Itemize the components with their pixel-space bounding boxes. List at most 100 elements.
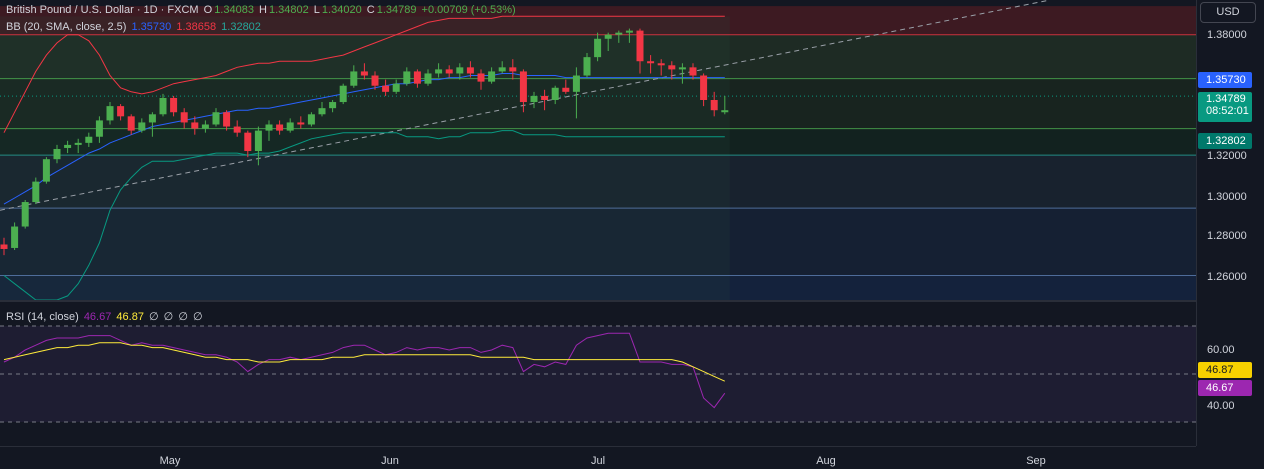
candle-body bbox=[350, 71, 358, 86]
close-label: C bbox=[366, 4, 375, 16]
candle-body bbox=[307, 114, 315, 125]
candle-body bbox=[403, 71, 411, 84]
low-label: L bbox=[313, 4, 320, 16]
currency-button[interactable]: USD bbox=[1200, 2, 1256, 23]
candle bbox=[265, 120, 273, 141]
candle bbox=[233, 120, 241, 137]
bb-lower-value: 1.32802 bbox=[221, 21, 261, 33]
candle-body bbox=[297, 122, 305, 125]
channel-fill bbox=[0, 16, 730, 300]
candle-body bbox=[625, 30, 633, 33]
last-price-tag: 1.34789 08:52:01 bbox=[1198, 92, 1252, 122]
candle bbox=[477, 69, 485, 90]
rsi-chart-svg[interactable] bbox=[0, 302, 1196, 446]
time-axis[interactable]: May Jun Jul Aug Sep bbox=[0, 446, 1196, 469]
rsi-ma-tag: 46.87 bbox=[1198, 362, 1252, 378]
pane-divider[interactable] bbox=[0, 300, 1196, 302]
candle bbox=[456, 63, 464, 80]
time-label-may: May bbox=[159, 455, 181, 467]
bb-legend[interactable]: BB (20, SMA, close, 2.5) 1.35730 1.38658… bbox=[6, 21, 263, 33]
candle-body bbox=[551, 87, 559, 100]
price-tick: 1.38000 bbox=[1207, 29, 1247, 41]
rsi-tag: 46.67 bbox=[1198, 380, 1252, 396]
high-value: 1.34802 bbox=[268, 4, 309, 16]
price-zone bbox=[0, 275, 1196, 300]
candle bbox=[392, 79, 400, 94]
candle bbox=[42, 157, 50, 184]
candle bbox=[117, 104, 125, 121]
candle bbox=[254, 126, 262, 166]
candle bbox=[424, 69, 432, 86]
candle-body bbox=[11, 226, 19, 248]
price-chart-svg[interactable] bbox=[0, 0, 1196, 301]
candle-body bbox=[657, 63, 665, 66]
price-zone bbox=[0, 208, 1196, 276]
candle-body bbox=[339, 85, 347, 103]
candle-body bbox=[329, 102, 337, 109]
open-value: 1.34083 bbox=[214, 4, 254, 16]
candle-body bbox=[530, 95, 538, 103]
candle bbox=[498, 61, 506, 74]
bb-lower-line bbox=[3, 130, 725, 301]
candle-body bbox=[456, 67, 464, 74]
candle-body bbox=[318, 108, 326, 115]
candle-body bbox=[32, 181, 40, 203]
bb-upper-line bbox=[3, 15, 725, 133]
symbol-legend: British Pound / U.S. Dollar · 1D · FXCM … bbox=[6, 4, 518, 16]
candle-body bbox=[0, 244, 8, 249]
candle bbox=[95, 116, 103, 143]
rsi-tick: 40.00 bbox=[1207, 400, 1235, 412]
candle-body bbox=[519, 71, 527, 103]
rsi-pane[interactable]: RSI (14, close) 46.67 46.87 ∅ ∅ ∅ ∅ bbox=[0, 302, 1196, 446]
candle-body bbox=[286, 122, 294, 131]
candle bbox=[276, 120, 284, 135]
candle-body bbox=[615, 32, 623, 35]
candle bbox=[382, 79, 390, 96]
price-zone bbox=[0, 6, 1196, 35]
candle bbox=[636, 28, 644, 74]
candle-body bbox=[689, 67, 697, 76]
candle bbox=[562, 79, 570, 94]
candle bbox=[180, 108, 188, 129]
candle bbox=[170, 95, 178, 117]
rsi-tick: 60.00 bbox=[1207, 344, 1235, 356]
candle bbox=[466, 61, 474, 78]
candle-body bbox=[382, 85, 390, 92]
candle bbox=[509, 59, 517, 80]
last-price-value: 1.34789 bbox=[1206, 93, 1246, 105]
high-label: H bbox=[259, 4, 267, 16]
bb-label: BB (20, SMA, close, 2.5) bbox=[6, 21, 127, 33]
candle bbox=[647, 55, 655, 74]
rsi-label: RSI (14, close) bbox=[6, 311, 79, 323]
candle-body bbox=[244, 132, 252, 152]
candle bbox=[435, 63, 443, 78]
symbol-title: British Pound / U.S. Dollar · 1D · FXCM bbox=[6, 4, 199, 16]
candle bbox=[223, 110, 231, 131]
candle bbox=[85, 132, 93, 147]
rsi-extra-1: ∅ bbox=[149, 311, 159, 323]
candle-body bbox=[201, 124, 209, 129]
candle-body bbox=[572, 75, 580, 92]
candle bbox=[350, 65, 358, 88]
trend-line bbox=[0, 0, 1051, 211]
candle bbox=[657, 59, 665, 76]
price-tick: 1.32000 bbox=[1207, 150, 1247, 162]
price-pane[interactable]: British Pound / U.S. Dollar · 1D · FXCM … bbox=[0, 0, 1196, 301]
candle bbox=[689, 63, 697, 80]
rsi-legend[interactable]: RSI (14, close) 46.67 46.87 ∅ ∅ ∅ ∅ bbox=[6, 310, 205, 323]
candle bbox=[541, 89, 549, 111]
candle-body bbox=[106, 106, 114, 121]
candle-body bbox=[95, 120, 103, 137]
rsi-ma-value: 46.87 bbox=[116, 311, 144, 323]
candle-body bbox=[127, 116, 135, 131]
candle-body bbox=[636, 30, 644, 62]
close-value: 1.34789 bbox=[376, 4, 417, 16]
candle bbox=[530, 91, 538, 109]
candle bbox=[329, 100, 337, 113]
candle-body bbox=[148, 114, 156, 123]
candle-body bbox=[700, 75, 708, 100]
bb-lower-tag: 1.32802 bbox=[1198, 133, 1252, 149]
candle bbox=[403, 67, 411, 86]
candle bbox=[488, 67, 496, 84]
price-tick: 1.26000 bbox=[1207, 271, 1247, 283]
